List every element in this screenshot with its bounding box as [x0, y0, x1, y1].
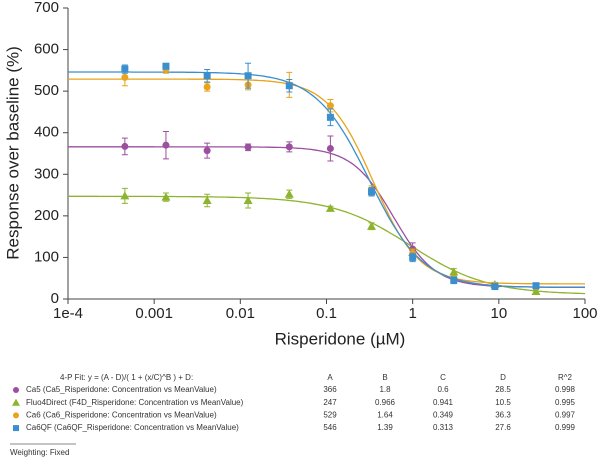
marker: [326, 145, 334, 153]
table-cell: 36.3: [495, 411, 511, 420]
marker: [121, 142, 129, 150]
x-tick-label: 0.1: [316, 305, 337, 322]
legend-marker: [13, 387, 19, 393]
table-cell: 1.64: [377, 411, 393, 420]
table-cell: 1.8: [379, 385, 391, 394]
x-tick-label: 0.001: [135, 305, 173, 322]
table-cell: 529: [323, 411, 337, 420]
y-tick-label: 100: [34, 248, 59, 265]
table-cell: 0.313: [433, 423, 454, 432]
marker: [203, 147, 211, 155]
x-tick-label: 100: [572, 305, 597, 322]
marker: [121, 73, 129, 81]
fit-curve: [68, 71, 586, 289]
y-tick-label: 0: [51, 290, 59, 307]
marker: [203, 83, 211, 91]
marker: [243, 195, 253, 204]
legend-marker: [13, 425, 19, 432]
y-tick-label: 600: [34, 41, 59, 58]
marker: [409, 253, 417, 261]
marker: [162, 62, 170, 70]
marker: [325, 203, 335, 212]
marker: [326, 113, 334, 121]
table-cell: 0.6: [437, 385, 449, 394]
legend-marker: [13, 412, 19, 419]
table-cell: 10.5: [495, 398, 511, 407]
marker: [367, 221, 377, 230]
x-axis-label: Risperidone (µM): [275, 329, 406, 348]
marker: [450, 276, 458, 284]
table-cell: 28.5: [495, 385, 511, 394]
marker: [449, 267, 459, 276]
marker: [285, 82, 293, 90]
y-tick-label: 500: [34, 82, 59, 99]
marker: [284, 189, 294, 198]
marker: [244, 72, 252, 80]
marker: [531, 287, 541, 296]
table-cell: 0.966: [375, 398, 396, 407]
y-tick-label: 300: [34, 165, 59, 182]
y-tick-label: 400: [34, 124, 59, 141]
legend-marker: [12, 398, 20, 406]
table-cell: 0.999: [555, 423, 576, 432]
y-tick-label: 200: [34, 207, 59, 224]
legend-label: Ca6QF (Ca6QF_Risperidone: Concentration …: [26, 423, 239, 432]
table-header: R^2: [558, 373, 573, 382]
weighting-note: Weighting: Fixed: [10, 448, 69, 457]
x-tick-label: 1e-4: [53, 305, 83, 322]
table-cell: 0.349: [433, 411, 454, 420]
x-tick-label: 0.01: [226, 305, 255, 322]
table-cell: 27.6: [495, 423, 511, 432]
table-cell: 0.941: [433, 398, 454, 407]
legend-label: Fluo4Direct (F4D_Risperidone: Concentrat…: [26, 398, 244, 407]
marker: [491, 283, 499, 291]
fit-curve: [68, 78, 585, 285]
table-cell: 0.997: [555, 411, 576, 420]
table-header: C: [440, 373, 446, 382]
marker: [326, 102, 334, 110]
table-cell: 546: [323, 423, 337, 432]
marker: [121, 65, 129, 73]
table-cell: 1.39: [377, 423, 393, 432]
marker: [120, 191, 130, 200]
table-cell: 0.995: [555, 398, 576, 407]
table-cell: 247: [323, 398, 337, 407]
table-header: A: [327, 373, 333, 382]
y-tick-label: 700: [34, 0, 59, 16]
table-cell: 366: [323, 385, 337, 394]
marker: [203, 72, 211, 80]
x-tick-label: 1: [408, 305, 416, 322]
marker: [285, 143, 293, 151]
table-header: D: [500, 373, 506, 382]
legend-label: Ca6 (Ca6_Risperidone: Concentration vs M…: [26, 411, 217, 420]
legend-label: Ca5 (Ca5_Risperidone: Concentration vs M…: [26, 385, 217, 394]
fit-curve: [68, 146, 585, 288]
y-axis-label: Response over baseline (%): [3, 46, 22, 260]
table-header: B: [382, 373, 387, 382]
table-cell: 0.998: [555, 385, 576, 394]
marker: [368, 188, 376, 196]
x-tick-label: 10: [490, 305, 507, 322]
marker: [532, 282, 540, 290]
marker: [162, 141, 170, 149]
fit-header: 4-P Fit: y = (A - D)/( 1 + (x/C)^B ) + D…: [60, 373, 193, 382]
marker: [244, 143, 252, 151]
marker: [202, 195, 212, 204]
marker: [161, 192, 171, 201]
